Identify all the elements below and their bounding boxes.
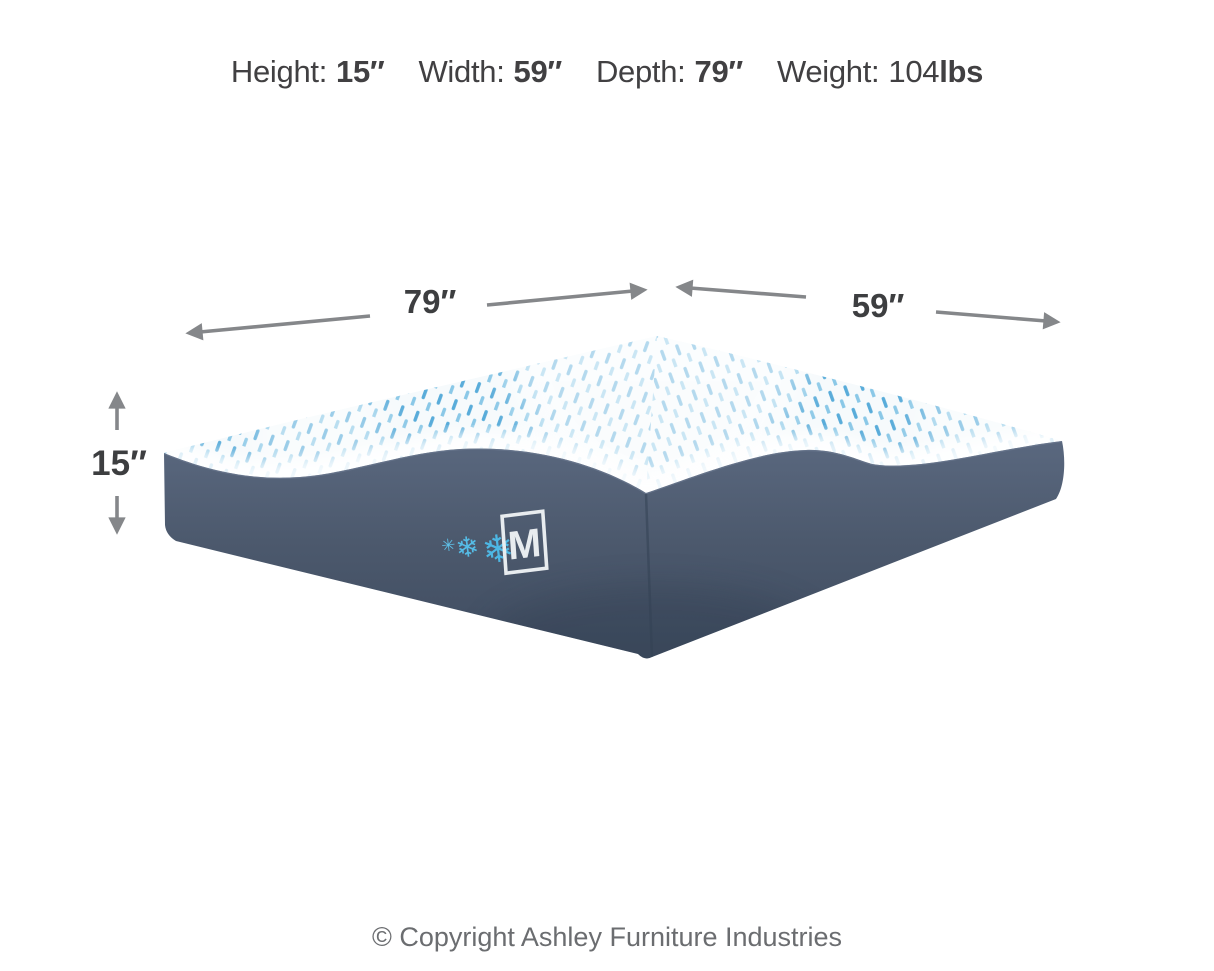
summary-label: Weight: (776, 54, 880, 89)
depth-arrow-left (185, 314, 371, 341)
summary-item-depth: Depth: 79″ (596, 54, 743, 90)
summary-unit: lbs (939, 54, 984, 89)
height-dimension-label: 15″ (91, 444, 147, 483)
summary-item-height: Height: 15″ (231, 54, 385, 90)
depth-arrow-right (486, 282, 648, 307)
width-arrow-left (675, 279, 807, 299)
corner-seam (644, 493, 654, 658)
copyright-notice: © Copyright Ashley Furniture Industries (371, 922, 843, 952)
summary-label: Width: (418, 54, 505, 89)
snowflake-medium-icon: ❄ (454, 530, 481, 564)
brand-logo: ✳ ❄ ❄ M (440, 509, 549, 576)
width-dimension-label: 59″ (851, 287, 905, 324)
logo-letter: M (507, 521, 543, 569)
depth-dimension-label: 79″ (403, 283, 457, 320)
summary-label: Depth: (595, 54, 686, 89)
summary-item-weight: Weight: 104 lbs (777, 54, 983, 90)
summary-value: 15″ (336, 54, 385, 89)
snowflake-large-icon: ❄ (480, 527, 517, 573)
snowflake-small-icon: ✳ (440, 535, 456, 556)
summary-label: Height: (230, 54, 328, 89)
width-arrow-right (935, 310, 1061, 330)
dimension-arrows (108, 279, 1061, 535)
summary-item-width: Width: 59″ (418, 54, 562, 90)
summary-value: 104 (888, 54, 940, 89)
mattress-base (164, 441, 1065, 659)
summary-value: 79″ (694, 54, 744, 89)
dimension-summary: Height: 15″ Width: 59″ Depth: 79″ Weight… (0, 54, 1214, 90)
logo-m-box: M (500, 509, 549, 576)
summary-value: 59″ (513, 54, 563, 89)
